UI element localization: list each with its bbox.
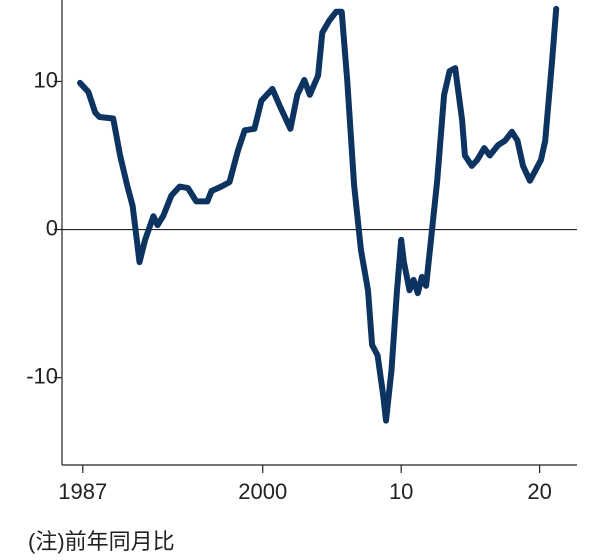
y-tick-label: -10 [26,363,58,388]
data-line [77,5,560,424]
y-tick-label: 10 [34,67,58,92]
x-tick-label: 2000 [238,479,287,504]
x-tick-label: 10 [389,479,413,504]
y-tick-label: 0 [46,215,58,240]
x-tick-label: 1987 [58,479,107,504]
chart-note: (注)前年同月比 [28,529,175,554]
x-tick-label: 20 [527,479,551,504]
